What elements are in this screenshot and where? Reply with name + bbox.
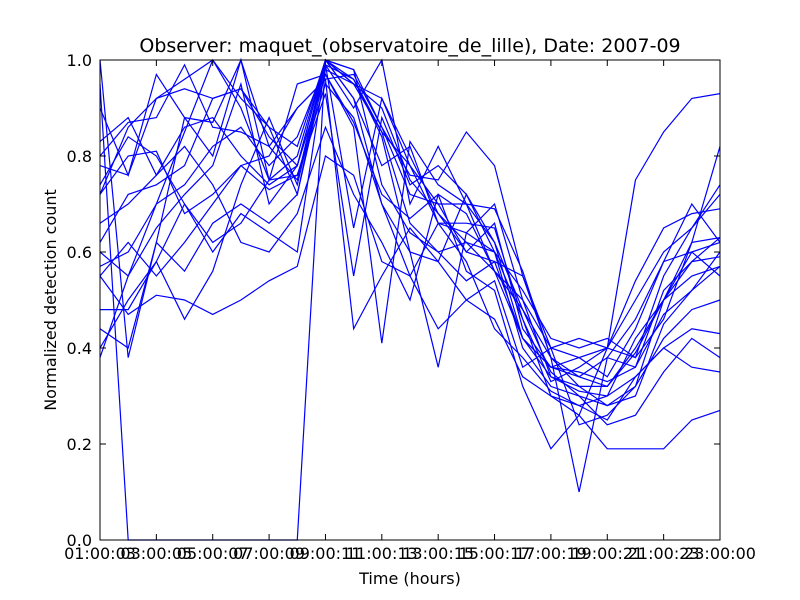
- x-tick-label: 23:00:00: [684, 544, 756, 563]
- x-axis-label: Time (hours): [358, 569, 461, 588]
- series-line-10: [99, 77, 721, 426]
- series-line-18: [99, 59, 721, 383]
- y-tick-label: 0.2: [67, 435, 92, 454]
- series-line-17: [99, 58, 721, 378]
- series-line-14: [99, 68, 721, 397]
- x-tick-label: 13:00:15: [402, 544, 474, 563]
- y-tick-label: 0.8: [67, 147, 92, 166]
- chart-title: Observer: maquet_(observatoire_de_lille)…: [139, 35, 680, 57]
- x-tick-label: 07:00:09: [233, 544, 305, 563]
- series-line-15: [99, 63, 721, 426]
- y-tick-label: 1.0: [67, 51, 92, 70]
- plot-frame: [99, 59, 721, 541]
- x-tick-label: 17:00:19: [515, 544, 587, 563]
- x-tick-label: 19:00:21: [571, 544, 643, 563]
- x-tick-label: 03:00:05: [120, 544, 192, 563]
- y-tick-label: 0.6: [67, 243, 92, 262]
- x-tick-label: 15:00:17: [459, 544, 531, 563]
- x-tick-label: 05:00:07: [177, 544, 249, 563]
- series-line-11: [99, 59, 721, 450]
- series-line-13: [99, 116, 721, 378]
- x-tick-label: 21:00:23: [628, 544, 700, 563]
- series-line-12: [99, 155, 721, 450]
- x-tick-label: 11:00:13: [346, 544, 418, 563]
- y-axis-ticks: 0.0 0.2 0.4 0.6 0.8 1.0: [67, 51, 720, 550]
- x-axis-ticks: 01:00:0303:00:0505:00:0707:00:0909:00:11…: [64, 60, 756, 563]
- x-tick-label: 01:00:03: [64, 544, 136, 563]
- series-line-4: [99, 63, 721, 349]
- series-line-16: [99, 58, 721, 388]
- y-axis-label: Normalized detection count: [41, 189, 60, 411]
- series-line-3: [99, 57, 721, 407]
- x-tick-label: 09:00:11: [290, 544, 362, 563]
- y-tick-label: 0.4: [67, 339, 92, 358]
- series-layer: [99, 57, 721, 541]
- y-tick-label: 0.0: [67, 531, 92, 550]
